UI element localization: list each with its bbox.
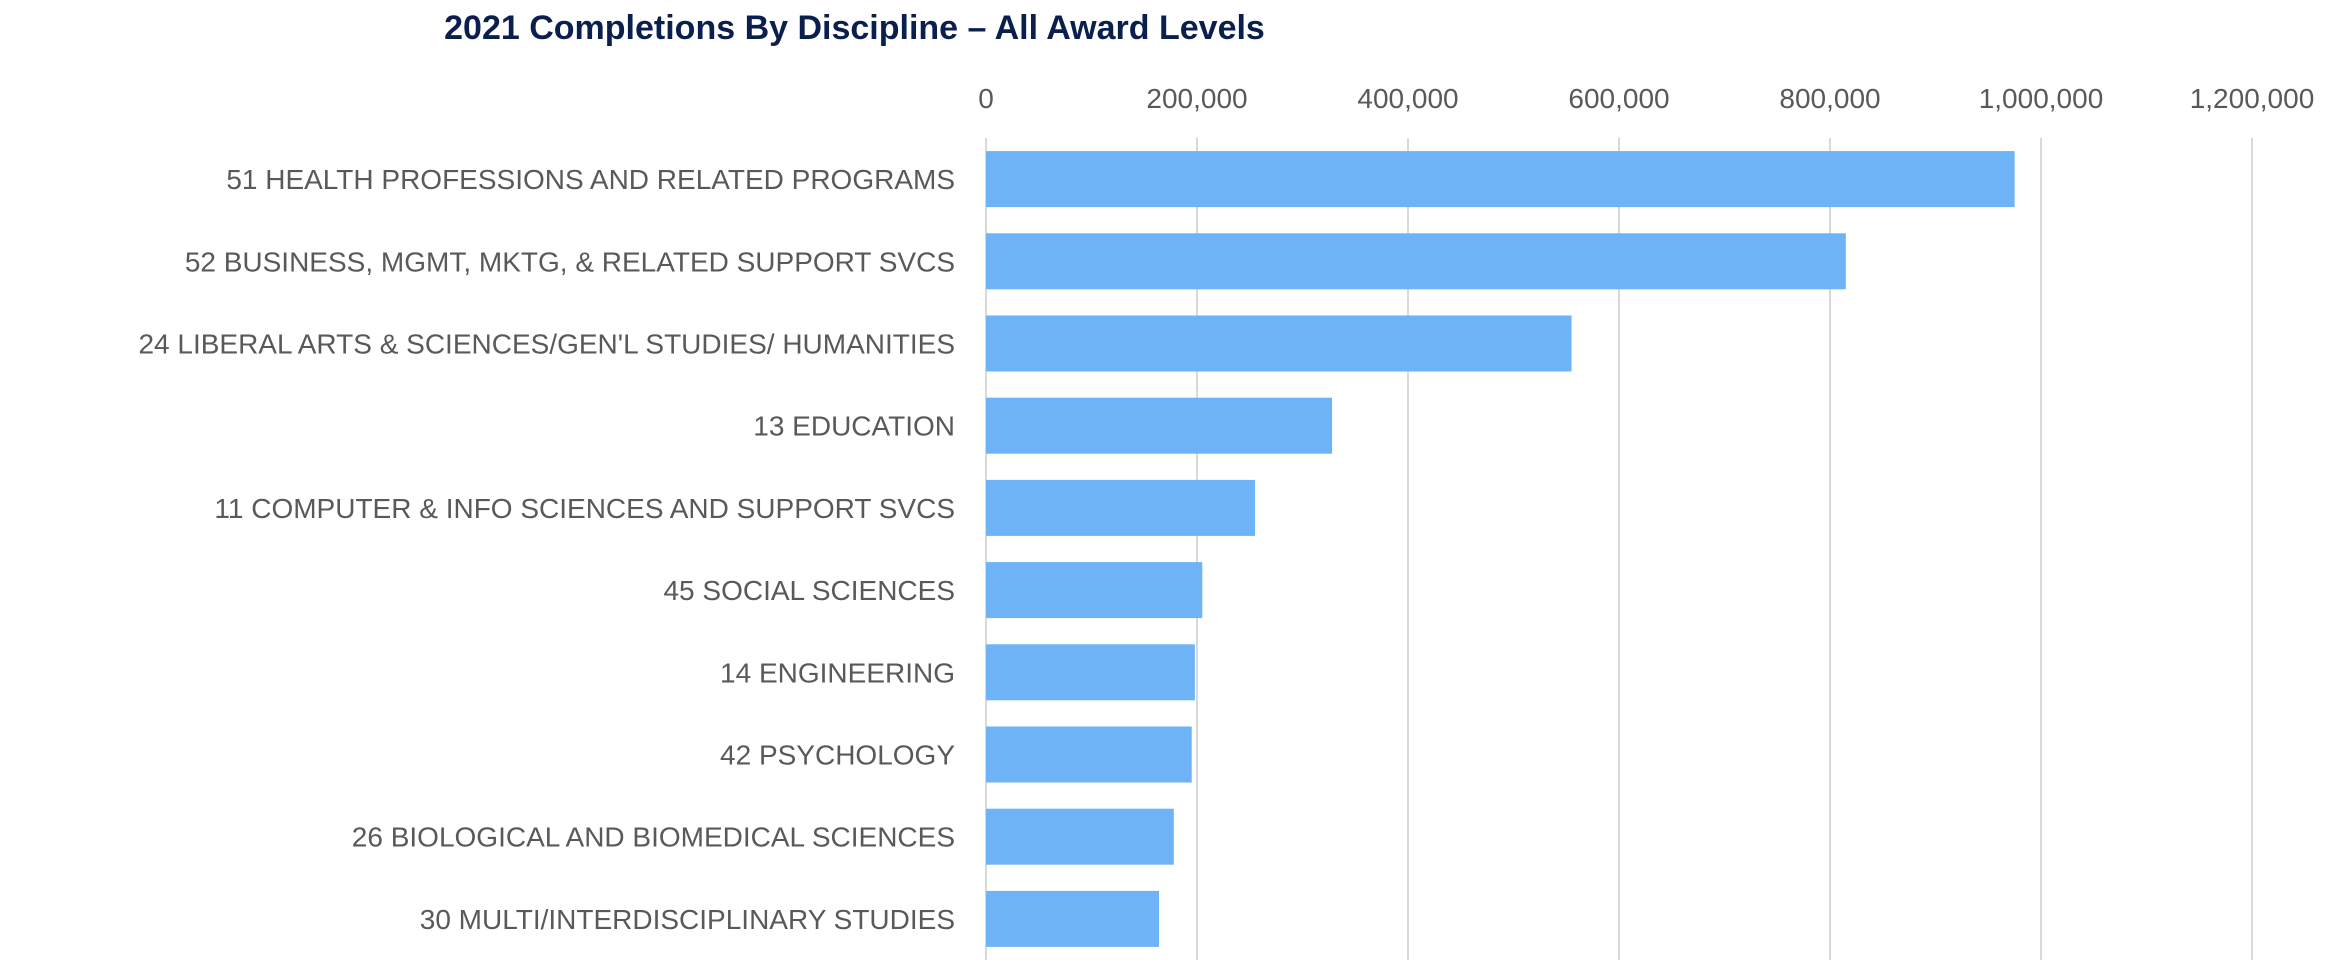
bar [986,644,1195,701]
bar [986,562,1203,619]
category-label: 52 BUSINESS, MGMT, MKTG, & RELATED SUPPO… [185,246,955,277]
bar [986,890,1160,947]
bars [986,151,2015,947]
category-label: 30 MULTI/INTERDISCIPLINARY STUDIES [420,904,955,935]
chart-title: 2021 Completions By Discipline – All Awa… [444,9,1265,47]
bar [986,315,1572,372]
bar [986,479,1256,536]
x-axis-tick-labels: 0 200,000 400,000 600,000 800,000 1,000,000 1,… [978,83,2314,114]
x-tick-label: 400,000 [1357,83,1458,114]
category-label: 42 PSYCHOLOGY [720,740,955,771]
category-label: 26 BIOLOGICAL AND BIOMEDICAL SCIENCES [352,822,955,853]
category-label: 13 EDUCATION [753,411,955,442]
category-label: 45 SOCIAL SCIENCES [663,575,955,606]
category-labels: 51 HEALTH PROFESSIONS AND RELATED PROGRA… [138,164,955,935]
bar [986,233,1846,290]
x-tick-label: 600,000 [1568,83,1669,114]
x-tick-label: 0 [978,83,994,114]
bar [986,808,1174,865]
category-label: 11 COMPUTER & INFO SCIENCES AND SUPPORT … [214,493,955,524]
x-tick-label: 1,200,000 [2190,83,2315,114]
x-tick-label: 1,000,000 [1979,83,2104,114]
category-label: 51 HEALTH PROFESSIONS AND RELATED PROGRA… [226,164,955,195]
category-label: 24 LIBERAL ARTS & SCIENCES/GEN'L STUDIES… [138,329,955,360]
category-label: 14 ENGINEERING [720,657,955,688]
bar [986,726,1192,783]
bar [986,151,2015,208]
x-tick-label: 800,000 [1779,83,1880,114]
bar [986,397,1333,454]
x-tick-label: 200,000 [1146,83,1247,114]
